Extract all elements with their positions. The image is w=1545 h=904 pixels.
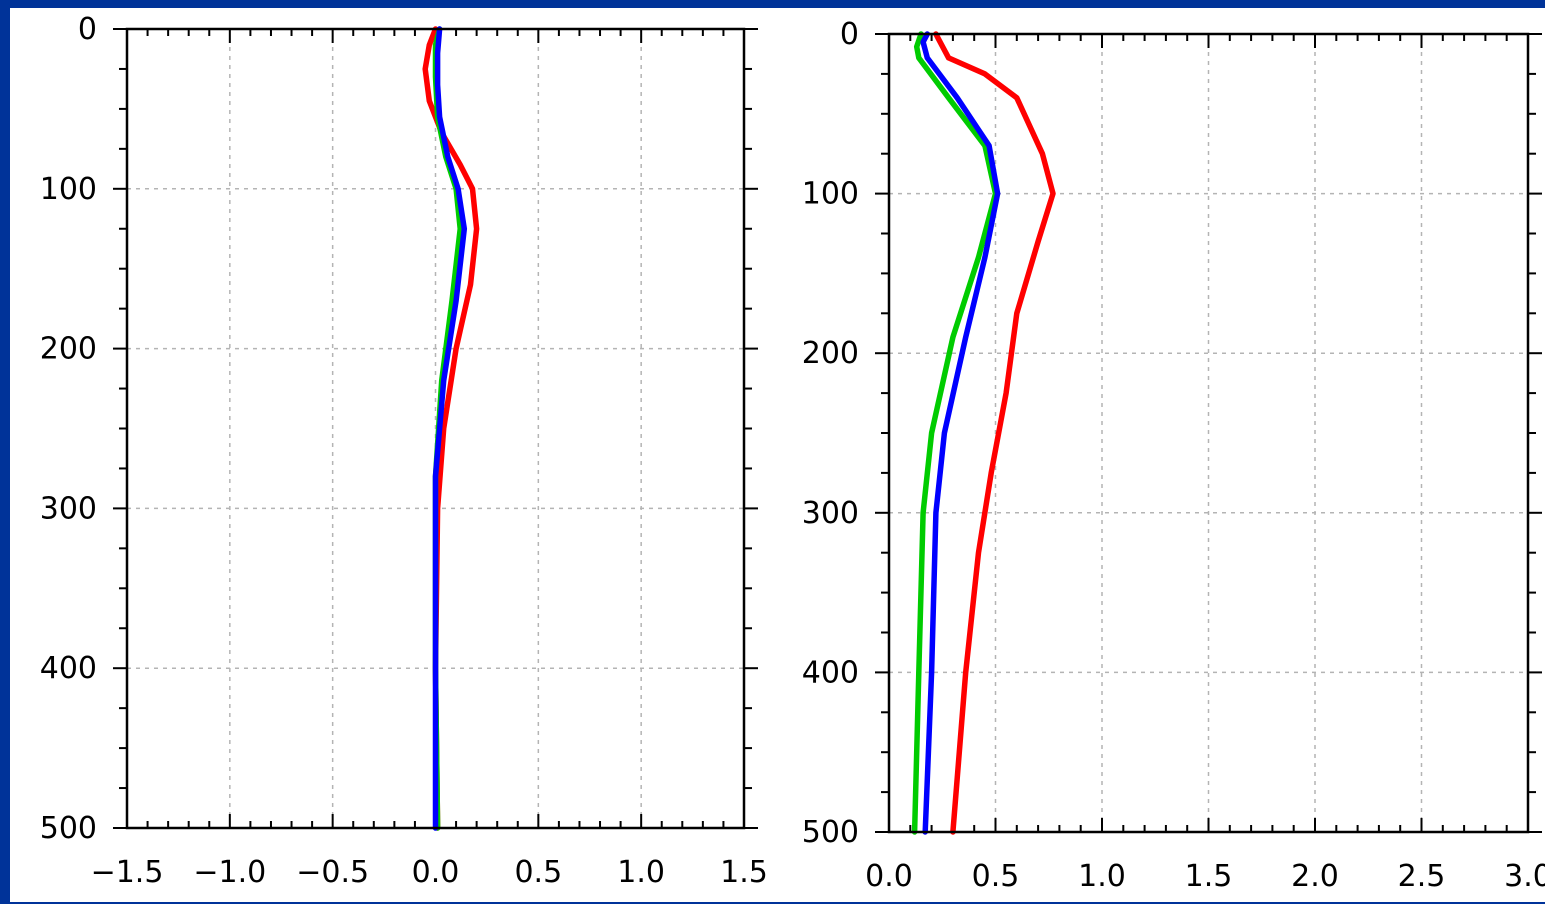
- y-tick-label: 400: [802, 655, 859, 690]
- profile-charts: −1.5 −1.0 −0.5 0.0 0.5 1.0 1.5 0 100 200 300 400 500…: [40, 12, 1545, 894]
- plot-frame: [887, 32, 1530, 834]
- y-tick-label: 100: [802, 177, 859, 212]
- series-line-0: [422, 26, 480, 831]
- y-tick-label: 0: [840, 17, 859, 52]
- chart-panel-right: 0.0 0.5 1.0 1.5 2.0 2.5 3.0 0 100 200 300 400 500: [802, 17, 1545, 894]
- y-tick-label: 0: [78, 12, 97, 47]
- y-tick-label: 500: [40, 811, 97, 846]
- series-line-2: [432, 26, 468, 831]
- y-tick-label: 400: [40, 651, 97, 686]
- x-tick-label: 1.5: [720, 855, 768, 890]
- x-tick-label: −1.0: [193, 855, 266, 890]
- x-tick-label: 0.0: [412, 855, 460, 890]
- slide-background: −1.5 −1.0 −0.5 0.0 0.5 1.0 1.5 0 100 200 300 400 500…: [10, 8, 1545, 902]
- series-line-2: [920, 31, 1001, 835]
- y-tick-label: 500: [802, 815, 859, 850]
- y-tick-label: 200: [40, 332, 97, 367]
- x-tick-label: 0.0: [865, 859, 913, 894]
- x-tick-label: 0.5: [514, 855, 562, 890]
- x-tick-label: 1.0: [617, 855, 665, 890]
- chart-panel-left: −1.5 −1.0 −0.5 0.0 0.5 1.0 1.5 0 100 200 300 400 500: [40, 12, 768, 890]
- x-tick-label: −0.5: [296, 855, 369, 890]
- x-tick-label: 0.5: [972, 859, 1020, 894]
- x-tick-label: 1.5: [1185, 859, 1233, 894]
- series-line-1: [911, 31, 999, 835]
- y-tick-label: 300: [40, 491, 97, 526]
- x-tick-label: 3.0: [1504, 859, 1545, 894]
- plot-frame: [125, 27, 746, 830]
- x-tick-label: 2.5: [1398, 859, 1446, 894]
- x-tick-label: 1.0: [1078, 859, 1126, 894]
- x-tick-label: −1.5: [91, 855, 164, 890]
- y-tick-label: 300: [802, 496, 859, 531]
- x-tick-label: 2.0: [1291, 859, 1339, 894]
- y-tick-label: 100: [40, 172, 97, 207]
- y-tick-label: 200: [802, 336, 859, 371]
- series-line-0: [933, 31, 1056, 835]
